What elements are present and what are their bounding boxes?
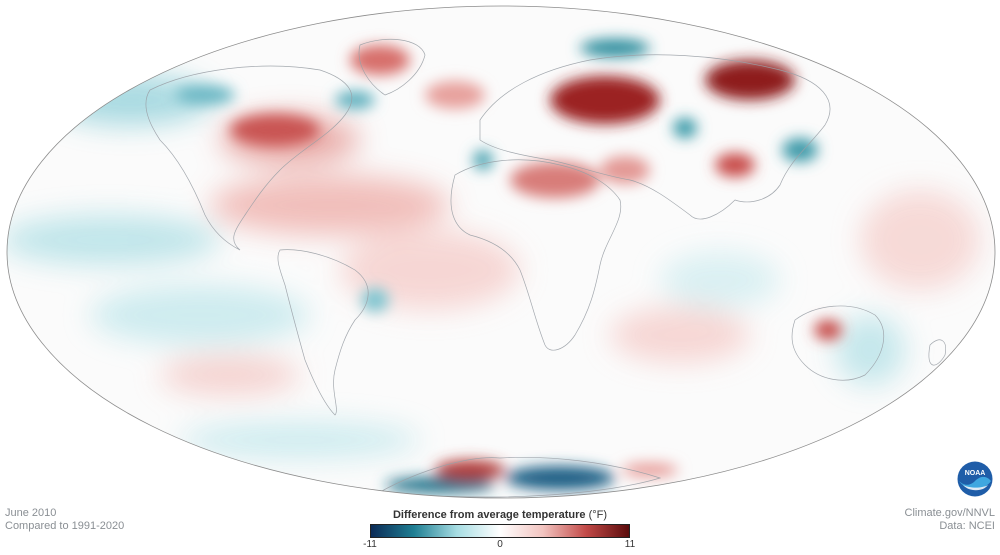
baseline-label: Compared to 1991-2020 bbox=[5, 520, 125, 532]
legend-color-bar bbox=[370, 524, 630, 538]
globe-border bbox=[6, 5, 996, 499]
sahara-warm bbox=[510, 162, 600, 198]
himalaya-warm bbox=[715, 153, 755, 177]
africa-outline bbox=[450, 159, 622, 351]
south-indian-warm bbox=[610, 307, 750, 363]
hudson-cool bbox=[335, 91, 375, 109]
quebec-warm bbox=[230, 114, 320, 146]
antarctic-warm bbox=[435, 460, 505, 480]
east-pacific-cool bbox=[7, 215, 220, 265]
south-pacific-warm bbox=[160, 355, 300, 395]
north-atlantic-warm bbox=[425, 81, 485, 109]
southern-ocean-cool bbox=[180, 422, 420, 458]
antarctic-cool-east bbox=[505, 466, 615, 490]
data-credit-label: Data: NCEI bbox=[939, 520, 995, 532]
australia-east-cool bbox=[835, 315, 905, 385]
north-america-outline bbox=[145, 65, 353, 251]
legend-tick-mid: 0 bbox=[497, 539, 503, 550]
se-australia-warm bbox=[814, 320, 842, 340]
greenland-warm bbox=[350, 45, 410, 75]
west-pacific-warm bbox=[860, 190, 980, 290]
legend-ticks: -11 0 11 bbox=[363, 538, 635, 552]
central-asia-cool bbox=[673, 118, 697, 138]
tropical-atlantic-warm bbox=[210, 175, 450, 235]
date-label: June 2010 bbox=[5, 507, 57, 519]
south-america-outline bbox=[277, 249, 369, 416]
south-america-cool bbox=[361, 288, 389, 312]
south-pacific-cool bbox=[90, 285, 310, 345]
australia-outline bbox=[791, 305, 884, 381]
scandinavia-cool bbox=[580, 39, 650, 57]
legend-title: Difference from average temperature bbox=[392, 509, 586, 521]
indian-ocean-cool bbox=[660, 252, 780, 308]
logo-text: NOAA bbox=[965, 470, 986, 477]
source-info: Climate.gov/NNVL Data: NCEI bbox=[905, 507, 995, 533]
arabia-warm bbox=[600, 156, 650, 184]
antarctica-outline bbox=[378, 456, 662, 498]
noaa-logo-icon: NOAA bbox=[957, 461, 993, 497]
date-info: June 2010 Compared to 1991-2020 bbox=[5, 507, 124, 533]
new-zealand-outline bbox=[928, 339, 946, 366]
antarctic-cool-west bbox=[385, 477, 495, 493]
legend-title-row: Difference from average temperature (°F) bbox=[370, 509, 630, 521]
western-russia-warm bbox=[550, 76, 660, 124]
central-atlantic-warm bbox=[340, 230, 520, 310]
legend-tick-min: -11 bbox=[363, 539, 377, 550]
eastern-siberia-warm bbox=[705, 60, 795, 100]
color-legend: Difference from average temperature (°F)… bbox=[363, 509, 635, 552]
iberia-cool bbox=[473, 150, 493, 170]
legend-unit: (°F) bbox=[588, 509, 608, 521]
greenland-outline bbox=[358, 39, 426, 96]
antarctic-warm-east bbox=[622, 463, 678, 477]
canada-west-cool bbox=[175, 85, 235, 105]
japan-cool bbox=[782, 138, 818, 162]
eurasia-outline bbox=[479, 54, 831, 220]
source-label: Climate.gov/NNVL bbox=[904, 507, 995, 519]
legend-tick-max: 11 bbox=[624, 539, 636, 550]
